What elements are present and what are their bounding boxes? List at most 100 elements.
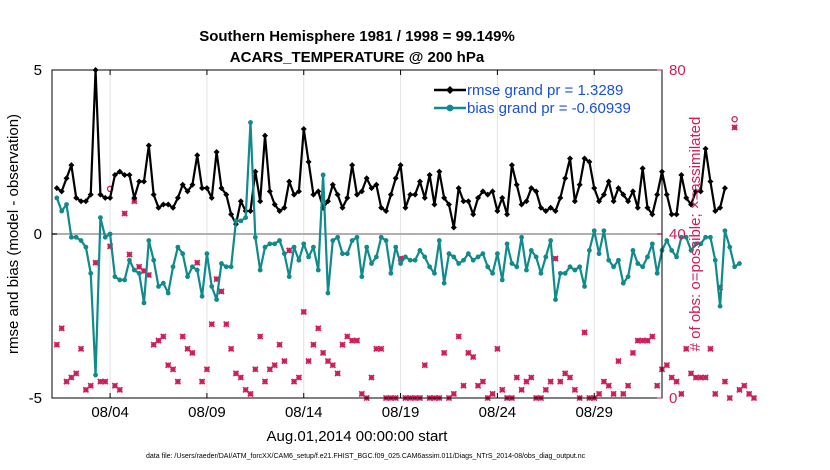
rmse-point [654,191,661,198]
bias-point [403,254,408,260]
bias-point [446,251,452,257]
bias-point [238,218,244,224]
rmse-point [174,194,181,201]
bias-point [383,238,389,243]
obs-assimilated-marker [295,374,303,381]
rmse-point [223,191,230,198]
rmse-point [349,162,356,169]
bias-point [107,231,113,237]
bias-point [480,251,486,257]
rmse-point [518,201,525,208]
x-axis-label: Aug.01,2014 00:00:00 start [267,428,449,445]
rmse-point [165,201,172,208]
obs-assimilated-marker [605,382,612,389]
rmse-point [504,211,511,218]
rmse-point [663,191,670,198]
rmse-point [668,211,675,218]
rmse-point [252,168,259,175]
x-tick-label: 08/04 [91,404,129,421]
obs-assimilated-marker [300,308,307,316]
bias-point [485,264,491,270]
obs-assimilated-marker [324,357,332,365]
obs-assimilated-marker [106,243,114,250]
bias-point [698,241,704,247]
rmse-point [63,175,70,182]
bias-point [645,254,650,260]
rmse-point [567,155,574,162]
obs-assimilated-marker [252,366,259,373]
obs-assimilated-marker [571,386,579,393]
obs-assimilated-marker [460,382,467,389]
bias-point [674,254,679,260]
bias-point [422,254,428,260]
rmse-point [189,181,196,188]
bias-point [630,248,636,253]
bias-point [601,228,607,234]
obs-assimilated-marker [368,374,375,381]
bias-point [654,270,660,276]
obs-assimilated-marker [334,370,341,377]
rmse-point [300,126,307,133]
bias-point [591,228,597,234]
rmse-point [475,194,482,201]
obs-assimilated-marker [305,357,312,365]
bias-point [703,234,708,240]
rmse-point [407,191,414,198]
bias-point [369,261,374,266]
obs-assimilated-marker [218,288,225,295]
rmse-point [644,204,651,211]
obs-assimilated-marker [310,341,317,348]
rmse-point [276,208,283,215]
rmse-point [82,198,89,205]
obs-assimilated-marker [82,386,90,393]
obs-assimilated-marker [169,366,177,373]
rmse-point [305,158,312,165]
obs-assimilated-marker [668,374,675,381]
bias-point [553,297,558,302]
obs-assimilated-marker [450,390,457,398]
left-axis-ticks: -5 0 5 [29,62,57,407]
rmse-point [121,171,128,178]
rmse-point [610,198,617,205]
bias-point [359,274,365,280]
legend-bias-marker [446,104,454,112]
obs-assimilated-marker [319,349,327,357]
bias-point [678,234,684,240]
rmse-point [537,204,544,211]
y-tick-label-right: 80 [669,62,686,79]
rmse-point [291,191,298,198]
obs-assimilated-marker [639,337,646,344]
obs-assimilated-marker [150,341,157,348]
obs-assimilated-marker [373,345,380,352]
rmse-point [455,185,462,192]
obs-assimilated-marker [111,382,119,389]
rmse-point [97,191,104,198]
bias-point [257,267,263,273]
bias-point [311,244,316,250]
bias-point [156,284,161,289]
bias-point [349,238,355,243]
rmse-point [286,178,293,185]
rmse-point [150,191,157,198]
bias-point [325,290,331,296]
bias-point [475,254,481,260]
bias-point [373,254,379,260]
bias-point [582,284,587,289]
obs-assimilated-marker [440,349,448,357]
obs-assimilated-marker [489,390,496,398]
rmse-point [426,171,433,178]
rmse-point [494,208,501,215]
obs-assimilated-marker [542,386,549,393]
rmse-point [450,224,457,231]
x-tick-label: 08/09 [188,404,226,421]
obs-assimilated-marker [736,386,743,393]
bias-point [688,248,694,253]
bias-point [59,208,65,214]
bias-point [272,241,278,247]
obs-assimilated-marker [344,333,351,340]
rmse-point [257,198,264,205]
obs-assimilated-marker [673,378,680,385]
bias-point [165,290,171,296]
rmse-point [412,191,419,198]
obs-assimilated-marker [348,337,356,344]
